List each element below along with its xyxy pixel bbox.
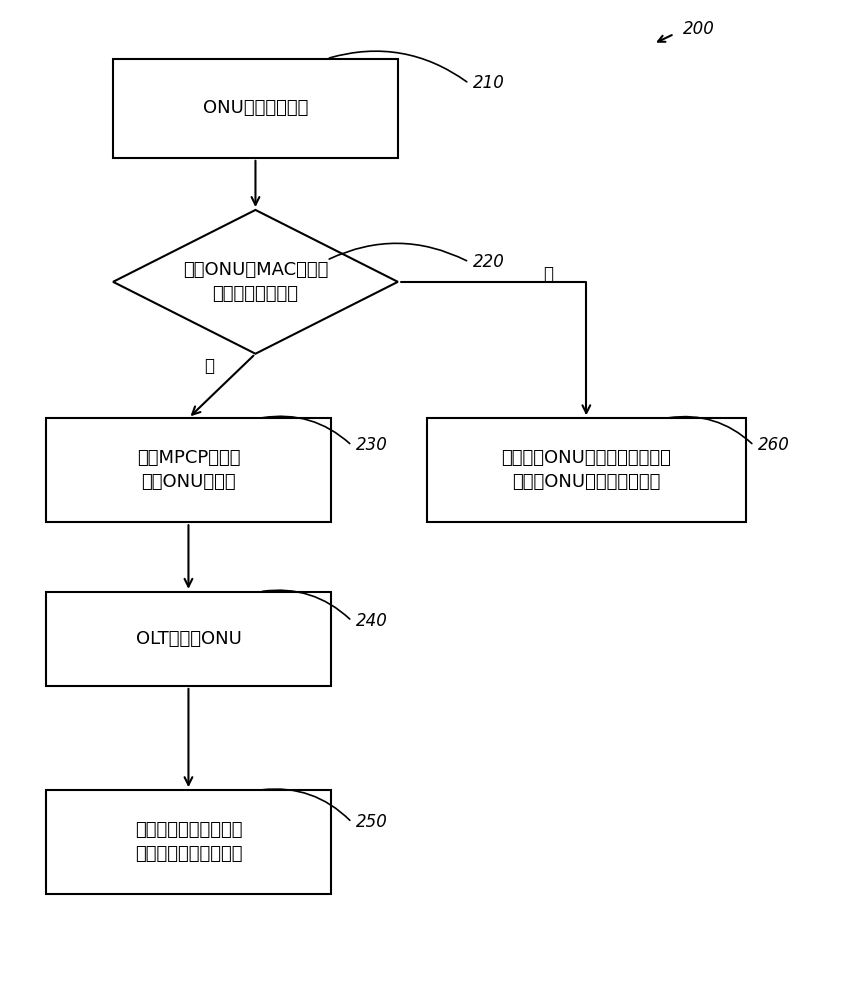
FancyBboxPatch shape [113, 59, 398, 158]
Text: 260: 260 [758, 436, 790, 454]
Text: ONU发起注册请求: ONU发起注册请求 [203, 99, 308, 117]
Text: 判断ONU的MAC地址是
否在映射关系表中: 判断ONU的MAC地址是 否在映射关系表中 [183, 261, 328, 303]
Text: 否: 否 [544, 265, 553, 283]
FancyBboxPatch shape [46, 592, 331, 686]
Text: 是: 是 [205, 357, 214, 375]
FancyBboxPatch shape [46, 790, 331, 894]
Text: 250: 250 [356, 813, 387, 831]
Text: 通知网络管理系统该光
网络单元处于可用状态: 通知网络管理系统该光 网络单元处于可用状态 [135, 821, 242, 863]
Text: OLT授权该ONU: OLT授权该ONU [135, 630, 241, 648]
FancyBboxPatch shape [46, 418, 331, 522]
Text: 220: 220 [473, 253, 505, 271]
Polygon shape [113, 210, 398, 354]
Text: 210: 210 [473, 74, 505, 92]
Text: 200: 200 [683, 20, 715, 38]
Text: 240: 240 [356, 612, 387, 630]
Text: 230: 230 [356, 436, 387, 454]
Text: 建立MPCP通道，
完成ONU的注册: 建立MPCP通道， 完成ONU的注册 [137, 449, 240, 491]
Text: 解注册该ONU并且通知网络管理
系统该ONU处于不可用状态: 解注册该ONU并且通知网络管理 系统该ONU处于不可用状态 [502, 449, 671, 491]
FancyBboxPatch shape [427, 418, 745, 522]
